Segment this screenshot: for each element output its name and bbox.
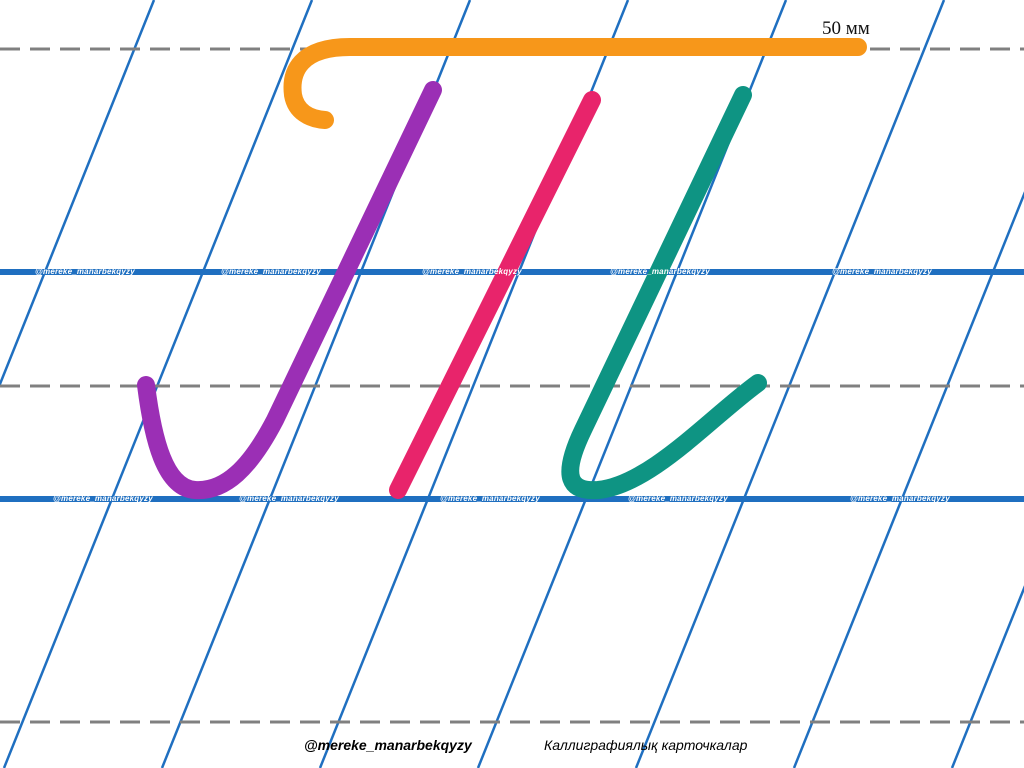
stroke-middle-stem [389, 91, 601, 499]
watermark: @mereke_manarbekqyzy [422, 267, 522, 276]
slant-line [2, 0, 314, 768]
slant-line [634, 0, 946, 768]
letter-strokes [137, 38, 867, 500]
watermark: @mereke_manarbekqyzy [440, 494, 540, 503]
watermark: @mereke_manarbekqyzy [610, 267, 710, 276]
watermark: @mereke_manarbekqyzy [628, 494, 728, 503]
watermark: @mereke_manarbekqyzy [35, 267, 135, 276]
footer-caption: Каллиграфиялық карточкалар [544, 737, 748, 753]
stroke-right-stem [561, 86, 767, 500]
watermark: @mereke_manarbekqyzy [239, 494, 339, 503]
watermark: @mereke_manarbekqyzy [850, 494, 950, 503]
size-label: 50 мм [822, 18, 870, 39]
slant-line [950, 585, 1024, 768]
stroke-top-bar [283, 38, 867, 129]
watermark: @mereke_manarbekqyzy [832, 267, 932, 276]
watermark: @mereke_manarbekqyzy [221, 267, 321, 276]
slant-line [0, 0, 156, 388]
slant-line [792, 191, 1024, 768]
watermark: @mereke_manarbekqyzy [53, 494, 153, 503]
footer-handle: @mereke_manarbekqyzy [304, 737, 472, 753]
stroke-left-stem [137, 81, 442, 500]
